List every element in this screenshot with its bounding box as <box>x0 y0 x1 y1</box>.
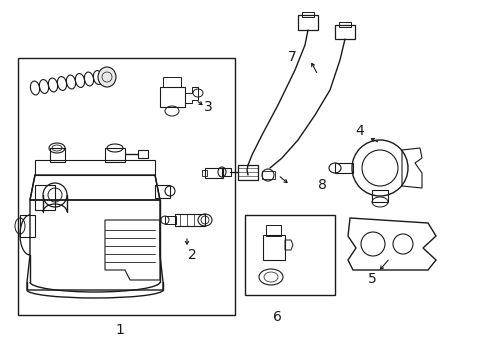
Bar <box>18 58 235 315</box>
Ellipse shape <box>98 67 116 87</box>
Bar <box>204 168 223 178</box>
Text: 7: 7 <box>287 50 296 64</box>
Bar <box>338 22 350 27</box>
Bar <box>334 25 354 39</box>
Bar <box>164 216 176 224</box>
Bar <box>222 168 230 176</box>
Bar <box>163 77 181 87</box>
Bar <box>265 225 281 236</box>
Bar <box>334 163 352 173</box>
Text: 8: 8 <box>317 178 326 192</box>
Bar <box>371 190 387 202</box>
Text: 1: 1 <box>115 323 124 337</box>
Text: 4: 4 <box>355 124 364 138</box>
Bar <box>302 12 313 17</box>
Text: 3: 3 <box>203 100 212 114</box>
Text: 5: 5 <box>367 272 376 286</box>
Bar <box>20 215 35 237</box>
Text: 2: 2 <box>187 248 196 262</box>
Bar <box>138 150 148 158</box>
Bar <box>244 215 334 295</box>
Text: 6: 6 <box>272 310 281 324</box>
Bar <box>202 170 206 176</box>
Bar <box>297 15 317 30</box>
